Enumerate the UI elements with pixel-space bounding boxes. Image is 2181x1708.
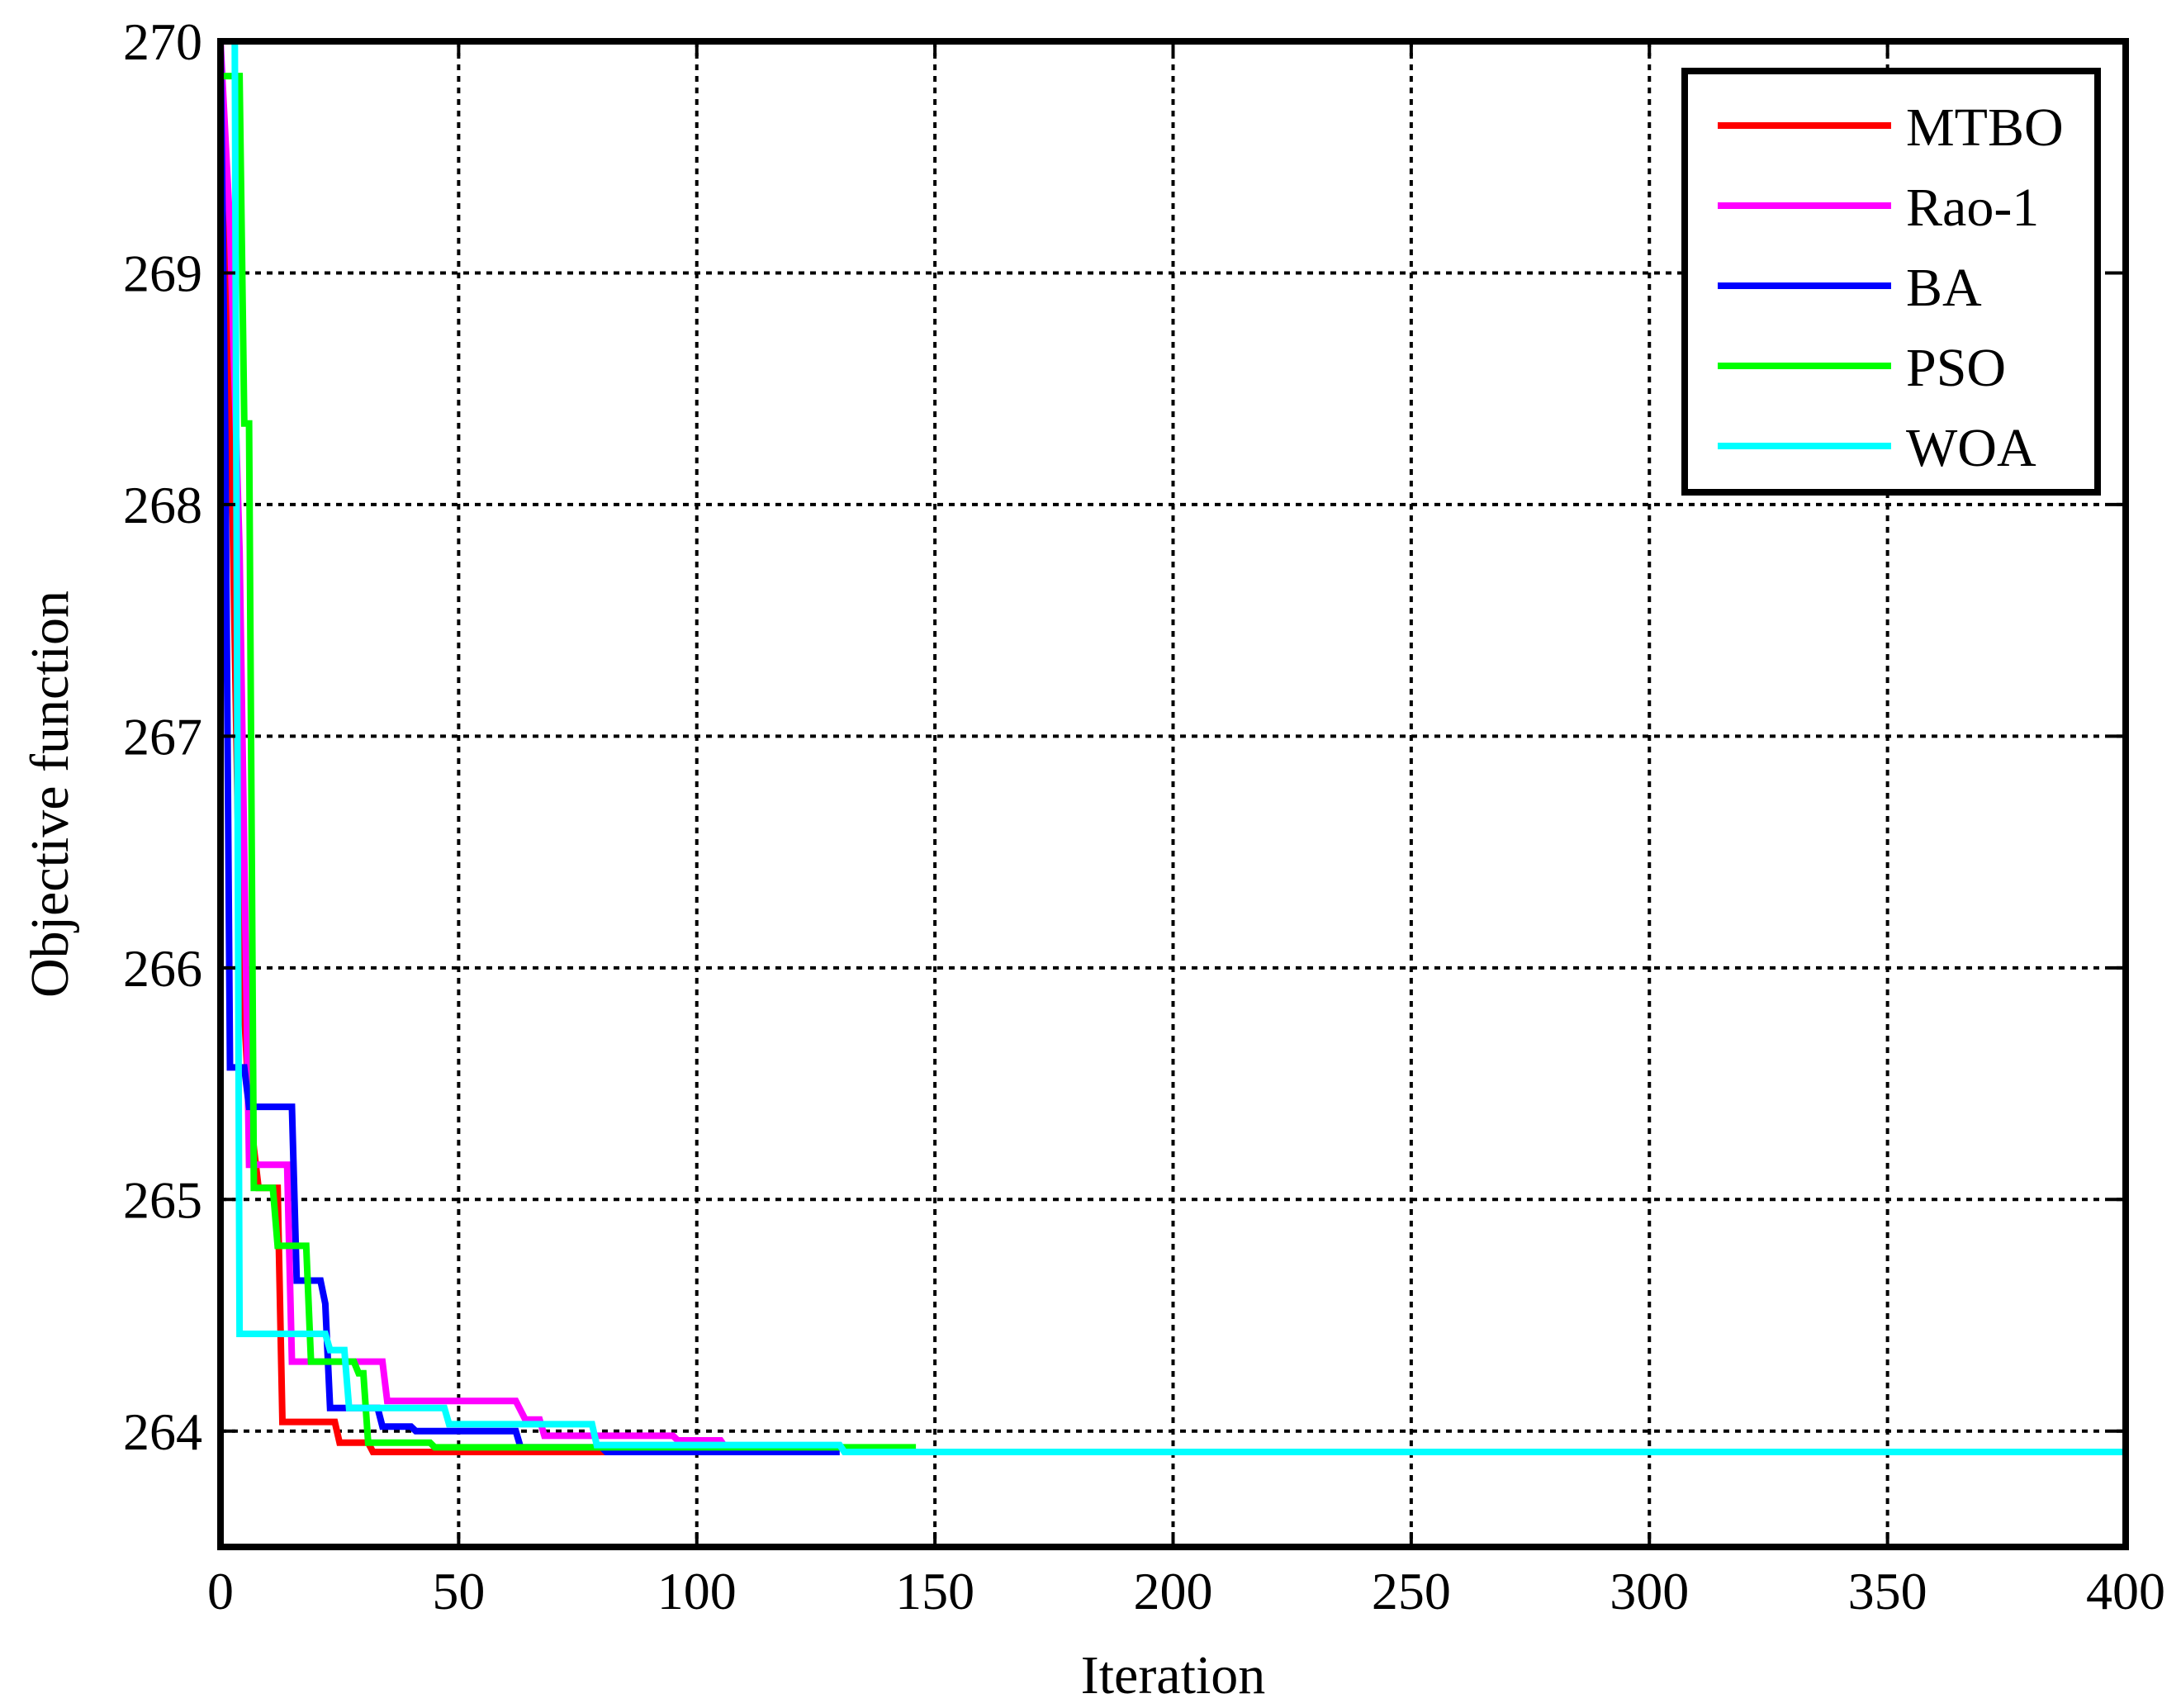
series-lines bbox=[220, 41, 2126, 1455]
y-tick-label: 265 bbox=[123, 1170, 202, 1229]
x-tick-label: 100 bbox=[657, 1562, 737, 1620]
x-tick-label: 250 bbox=[1372, 1562, 1451, 1620]
y-tick-label: 266 bbox=[123, 939, 202, 998]
legend: MTBO Rao-1 BA PSO WOA bbox=[1681, 68, 2101, 496]
legend-box bbox=[1681, 68, 2101, 496]
x-tick-label: 0 bbox=[207, 1562, 234, 1620]
y-tick-label: 269 bbox=[123, 244, 202, 302]
x-tick-label: 200 bbox=[1134, 1562, 1213, 1620]
x-tick-label: 150 bbox=[895, 1562, 974, 1620]
y-tick-label: 268 bbox=[123, 476, 202, 534]
x-tick-label: 350 bbox=[1848, 1562, 1927, 1620]
axis-ticks: 0 50 100 150 200 250 300 350 400 264 265 266 267 268 2… bbox=[123, 12, 2165, 1620]
y-axis-title: Objective function bbox=[20, 591, 80, 998]
y-tick-label: 270 bbox=[123, 12, 202, 71]
legend-label-ba: BA bbox=[1906, 258, 1982, 318]
y-tick-label: 264 bbox=[123, 1402, 202, 1461]
series-line-pso bbox=[220, 73, 917, 1451]
series-line-rao-1 bbox=[220, 41, 835, 1451]
x-tick-label: 400 bbox=[2086, 1562, 2165, 1620]
legend-label-mtbo: MTBO bbox=[1906, 97, 2064, 158]
x-tick-label: 300 bbox=[1610, 1562, 1689, 1620]
legend-label-rao-1: Rao-1 bbox=[1906, 178, 2039, 238]
x-tick-label: 50 bbox=[432, 1562, 485, 1620]
series-line-woa bbox=[220, 41, 2126, 1455]
legend-label-woa: WOA bbox=[1906, 418, 2036, 478]
legend-label-pso: PSO bbox=[1906, 338, 2006, 398]
x-axis-title: Iteration bbox=[1081, 1645, 1266, 1706]
y-tick-label: 267 bbox=[123, 707, 202, 766]
